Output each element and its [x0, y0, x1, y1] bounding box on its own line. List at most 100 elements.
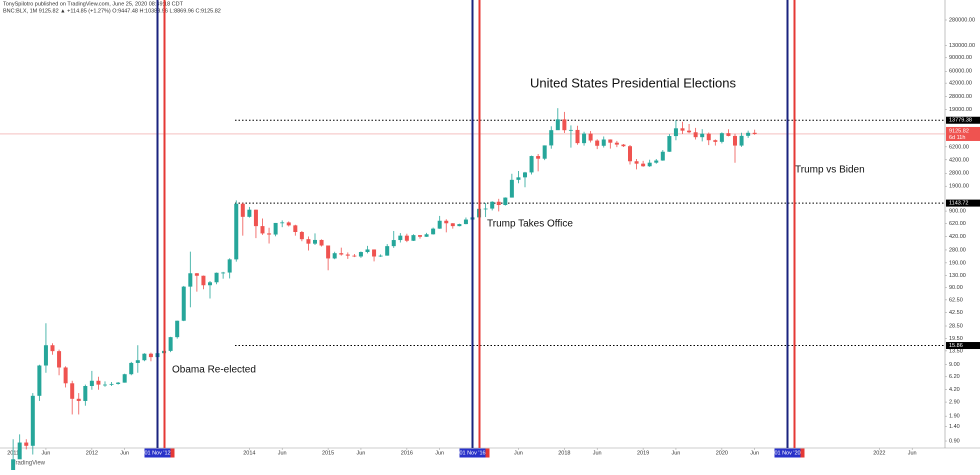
- countdown-label: 6d 11h: [949, 135, 965, 141]
- event-label: 01 Nov '20: [774, 450, 800, 456]
- last-price-box: [946, 126, 980, 141]
- x-tick-label: Jun: [908, 450, 917, 456]
- candle-body: [733, 135, 737, 146]
- event-box: [144, 448, 171, 458]
- candle-body: [398, 235, 403, 241]
- x-tick-label: Jun: [120, 450, 129, 456]
- x-tick-label: 2022: [873, 450, 885, 456]
- y-tick-label: 1.40: [949, 424, 960, 430]
- candle-body: [483, 208, 488, 210]
- y-tick-label: 19000.00: [949, 107, 972, 113]
- candle-body: [50, 345, 55, 352]
- candle-body: [83, 386, 88, 401]
- candle-body: [568, 129, 573, 131]
- candle-body: [582, 133, 587, 144]
- candle-body: [24, 442, 29, 446]
- y-tick-label: 13.50: [949, 348, 963, 354]
- candle-body: [562, 119, 567, 131]
- candle-body: [365, 249, 370, 253]
- candle-body: [43, 345, 48, 366]
- candle-body: [523, 172, 527, 178]
- candle-body: [208, 282, 212, 286]
- candle-body: [221, 272, 226, 274]
- y-tick-label: 0.90: [949, 438, 960, 444]
- last-price-label: 9125.82: [949, 128, 969, 134]
- candle-body: [588, 133, 593, 141]
- level-label: 15.86: [949, 343, 963, 349]
- event-box: [459, 448, 486, 458]
- x-tick-label: 2016: [401, 450, 413, 456]
- candle-body: [378, 255, 383, 257]
- event-box-red: [800, 448, 805, 458]
- candle-body: [713, 140, 718, 142]
- candle-body: [148, 353, 153, 358]
- candle-body: [247, 209, 252, 217]
- candle-body: [293, 225, 298, 233]
- candle-body: [260, 226, 265, 234]
- candle-body: [673, 128, 678, 137]
- candle-body: [496, 201, 501, 206]
- y-tick-label: 280000.00: [949, 17, 975, 23]
- y-tick-label: 42.50: [949, 310, 963, 316]
- x-tick-label: Jun: [593, 450, 602, 456]
- candle-body: [555, 119, 560, 131]
- x-tick-label: Jun: [42, 450, 51, 456]
- candle-body: [17, 442, 22, 460]
- candle-body: [700, 133, 705, 138]
- candle-body: [752, 132, 757, 134]
- x-tick-label: 2012: [86, 450, 98, 456]
- candle-body: [63, 367, 68, 384]
- candle-body: [608, 139, 613, 143]
- candle-body: [358, 252, 363, 257]
- x-tick-label: Jun: [278, 450, 287, 456]
- symbol-line: BNC:BLX, 1M 9125.82 ▲ +114.85 (+1.27%) O…: [3, 8, 221, 14]
- candle-body: [509, 179, 514, 198]
- chart-title: United States Presidential Elections: [530, 75, 736, 90]
- y-tick-label: 2800.00: [949, 171, 969, 177]
- candle-body: [332, 253, 337, 259]
- candle-body: [188, 273, 193, 287]
- candle-body: [628, 146, 632, 162]
- candle-body: [391, 240, 396, 247]
- candle-body: [70, 383, 75, 399]
- candle-body: [634, 161, 639, 164]
- candle-body: [267, 233, 272, 235]
- y-tick-label: 900.00: [949, 209, 966, 215]
- candle-body: [122, 374, 127, 383]
- candle-body: [30, 395, 35, 446]
- x-tick-label: 2015: [322, 450, 334, 456]
- candle-body: [536, 156, 541, 159]
- candle-body: [687, 130, 692, 133]
- candle-body: [109, 383, 114, 385]
- candle-body: [529, 156, 534, 173]
- candle-body: [168, 337, 173, 351]
- candle-body: [76, 398, 81, 401]
- candle-body: [437, 220, 442, 229]
- candle-body: [37, 365, 42, 396]
- header: TonySpilotro published on TradingView.co…: [3, 1, 184, 7]
- candle-body: [647, 162, 652, 167]
- candle-body: [299, 232, 304, 240]
- candle-body: [418, 235, 422, 237]
- candle-body: [372, 249, 377, 257]
- annotation: Trump vs Biden: [795, 165, 865, 176]
- candle-body: [116, 382, 121, 384]
- y-tick-label: 1.90: [949, 414, 960, 420]
- candle-body: [306, 239, 311, 244]
- candle-body: [253, 209, 258, 227]
- y-tick-label: 4.20: [949, 387, 960, 393]
- event-label: 01 Nov '12: [144, 450, 170, 456]
- candle-body: [175, 320, 180, 338]
- candle-body: [352, 255, 357, 257]
- y-tick-label: 9.00: [949, 362, 960, 368]
- candle-body: [234, 203, 239, 260]
- event-box-red: [170, 448, 175, 458]
- y-tick-label: 6200.00: [949, 144, 969, 150]
- candle-body: [667, 136, 672, 152]
- x-tick-label: Jun: [750, 450, 759, 456]
- candle-body: [214, 272, 219, 283]
- candle-body: [96, 380, 101, 385]
- y-tick-label: 4200.00: [949, 157, 969, 163]
